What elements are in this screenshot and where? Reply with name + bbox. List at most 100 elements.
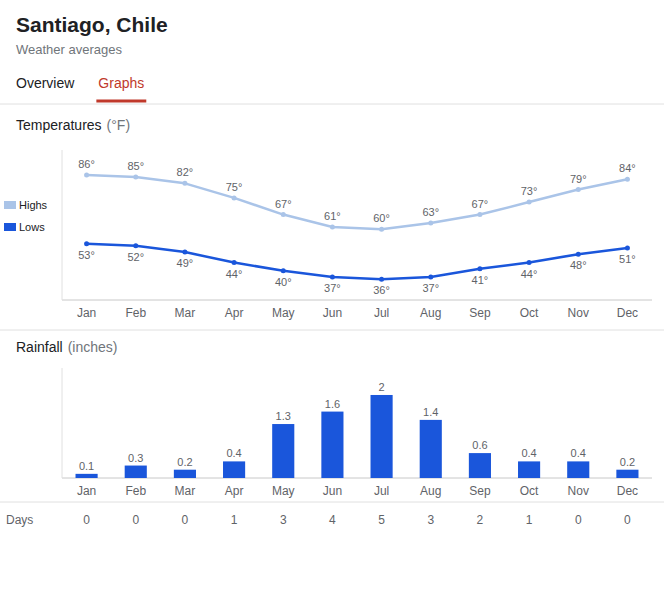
bar: [321, 412, 343, 478]
x-tick-label: Aug: [420, 306, 441, 320]
x-tick-label: Nov: [568, 306, 589, 320]
data-label: 0.2: [177, 456, 192, 468]
x-tick-label: May: [272, 306, 295, 320]
x-tick-label: Nov: [568, 484, 589, 498]
x-tick-label: Feb: [125, 306, 146, 320]
point: [232, 195, 237, 200]
data-label: 67°: [275, 198, 292, 210]
data-label: 61°: [324, 210, 341, 222]
data-label: 51°: [619, 253, 636, 265]
point: [182, 181, 187, 186]
data-label: 53°: [78, 249, 95, 261]
data-label: 44°: [521, 268, 538, 280]
bar: [272, 424, 294, 478]
row-value: 5: [378, 513, 385, 527]
x-tick-label: Jul: [374, 484, 389, 498]
x-tick-label: Feb: [125, 484, 146, 498]
bar: [518, 461, 540, 478]
bar: [616, 470, 638, 478]
data-label: 86°: [78, 158, 95, 170]
data-label: 37°: [422, 282, 439, 294]
data-label: 67°: [472, 198, 489, 210]
data-label: 73°: [521, 185, 538, 197]
point: [576, 187, 581, 192]
x-tick-label: Oct: [520, 306, 539, 320]
tab: Graphs: [98, 75, 144, 91]
separator: [0, 502, 664, 503]
row-value: 2: [477, 513, 484, 527]
x-tick-label: Jun: [323, 484, 342, 498]
row-value: 0: [182, 513, 189, 527]
point: [84, 241, 89, 246]
data-label: 48°: [570, 259, 587, 271]
row-value: 3: [280, 513, 287, 527]
y-axis: [62, 368, 63, 478]
x-tick-label: Mar: [175, 484, 196, 498]
legend-swatch: [4, 201, 16, 209]
data-labels: 86°85°82°75°67°61°60°63°67°73°79°84°53°5…: [78, 158, 635, 296]
data-label: 60°: [373, 212, 390, 224]
data-label: 79°: [570, 173, 587, 185]
x-tick-label: Sep: [469, 306, 491, 320]
point: [379, 227, 384, 232]
point: [625, 245, 630, 250]
data-label: 0.3: [128, 452, 143, 464]
tab-underline: [96, 100, 146, 103]
data-label: 84°: [619, 162, 636, 174]
line: [87, 175, 628, 229]
row-value: 0: [132, 513, 139, 527]
section-title: Temperatures: [16, 117, 102, 133]
point: [281, 268, 286, 273]
subtitle: Weather averages: [16, 42, 122, 57]
data-label: 0.4: [521, 447, 536, 459]
point: [625, 177, 630, 182]
legend-entry: Highs: [19, 199, 48, 211]
x-tick-label: May: [272, 484, 295, 498]
data-labels: 0.10.30.20.41.31.621.40.60.40.40.2: [79, 381, 635, 472]
data-label: 44°: [226, 268, 243, 280]
point: [477, 266, 482, 271]
point: [182, 250, 187, 255]
section-title: Rainfall: [16, 339, 63, 355]
data-label: 0.6: [472, 439, 487, 451]
point: [84, 173, 89, 178]
row-value: 0: [83, 513, 90, 527]
x-tick-label: Sep: [469, 484, 491, 498]
row-label: Days: [6, 513, 33, 527]
x-tick-label: Jan: [77, 484, 96, 498]
x-tick-label: Dec: [617, 484, 638, 498]
tab: Overview: [16, 75, 75, 91]
point: [576, 252, 581, 257]
x-tick-label: Apr: [225, 484, 244, 498]
data-label: 41°: [472, 274, 489, 286]
row-value: 1: [231, 513, 238, 527]
row-value: 1: [526, 513, 533, 527]
legend-swatch: [4, 223, 16, 231]
x-tick-label: Mar: [175, 306, 196, 320]
row-value: 3: [427, 513, 434, 527]
row-value: 0: [624, 513, 631, 527]
bar: [125, 466, 147, 478]
data-label: 2: [379, 381, 385, 393]
bar: [420, 420, 442, 478]
point: [527, 260, 532, 265]
section-unit: (inches): [68, 339, 118, 355]
x-axis: [62, 478, 652, 479]
x-tick-label: Jul: [374, 306, 389, 320]
data-label: 0.2: [620, 456, 635, 468]
point: [428, 275, 433, 280]
data-label: 0.4: [226, 447, 241, 459]
x-tick-label: Apr: [225, 306, 244, 320]
bar: [223, 461, 245, 478]
point: [133, 243, 138, 248]
point: [133, 175, 138, 180]
plot-area: [76, 395, 639, 478]
data-label: 40°: [275, 276, 292, 288]
section-unit: (°F): [107, 117, 130, 133]
x-tick-label: Aug: [420, 484, 441, 498]
bar: [567, 461, 589, 478]
plot-area: [84, 173, 630, 282]
x-tick-label: Dec: [617, 306, 638, 320]
line: [87, 244, 628, 279]
separator: [0, 330, 664, 331]
